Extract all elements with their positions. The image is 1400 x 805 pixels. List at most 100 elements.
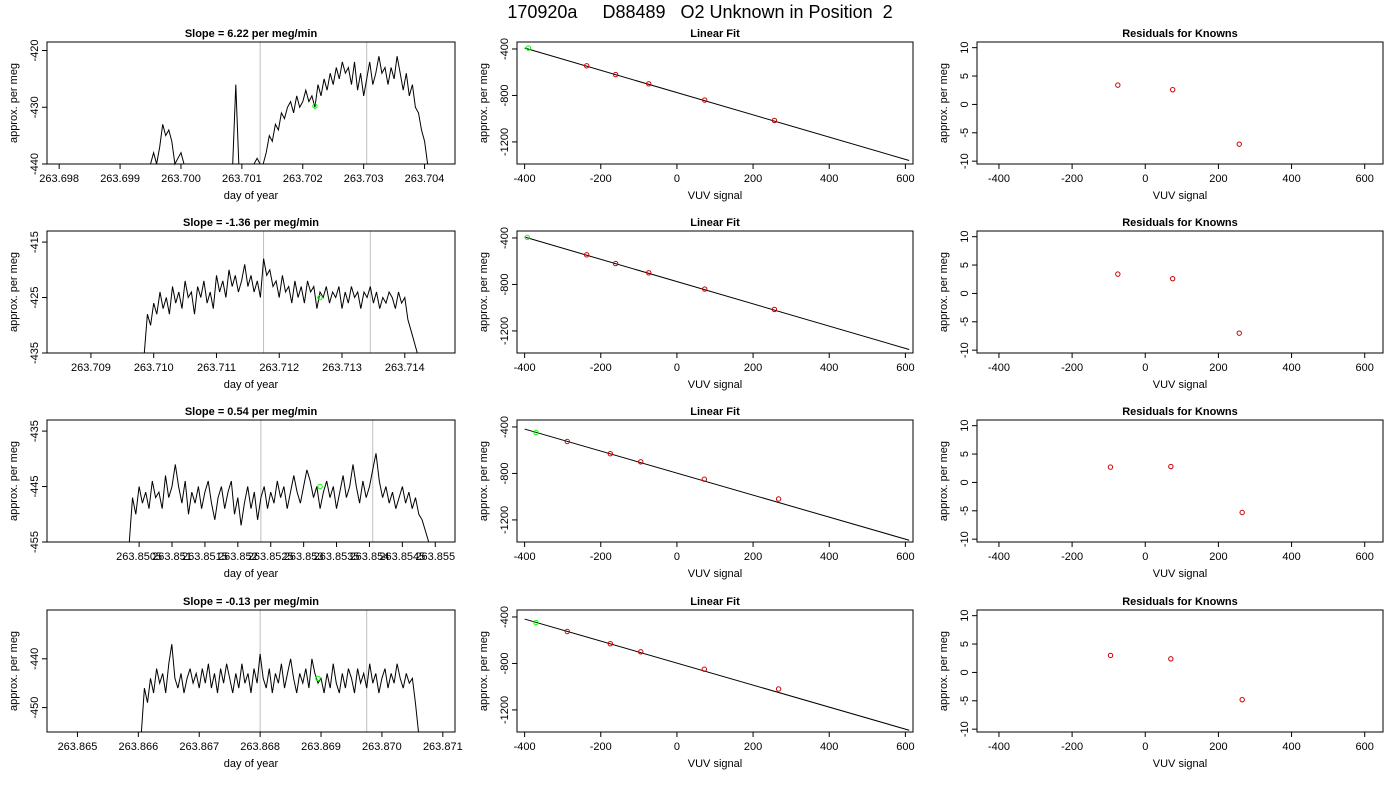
y-tick-label: 0	[959, 669, 971, 675]
x-tick-label: 200	[1209, 741, 1227, 753]
y-tick-label: -440	[29, 648, 41, 670]
y-axis-label: approx. per meg	[478, 252, 490, 332]
x-tick-label: -200	[1061, 741, 1083, 753]
chart-panel-10: Slope = -0.13 per meg/min 263.865 263.866 2…	[8, 596, 463, 770]
residual-point	[1168, 656, 1174, 662]
x-tick-label: 400	[820, 362, 838, 374]
known-point	[564, 628, 570, 635]
x-tick-label: 400	[820, 173, 838, 185]
plot-frame	[46, 41, 456, 165]
x-tick-label: 263.700	[161, 173, 201, 185]
x-tick-label: 0	[1142, 551, 1148, 563]
chart-title: Slope = 6.22 per meg/min	[185, 28, 318, 40]
x-tick-label: 600	[896, 173, 914, 185]
x-tick-label: 263.702	[283, 173, 323, 185]
x-tick-label: 263.701	[222, 173, 262, 185]
fit-line	[524, 236, 910, 350]
x-axis-label: VUV signal	[1153, 379, 1207, 391]
data-series-line	[232, 84, 242, 165]
x-tick-label: 200	[1209, 551, 1227, 563]
x-tick-label: 263.865	[58, 741, 98, 753]
y-tick-label: -400	[499, 227, 511, 249]
x-tick-label: 263.866	[118, 741, 158, 753]
y-tick-label: -10	[959, 721, 971, 737]
y-tick-label: -5	[959, 696, 971, 706]
y-tick-label: -800	[499, 652, 511, 674]
chart-title: Linear Fit	[690, 406, 740, 418]
y-axis-label: approx. per meg	[478, 63, 490, 143]
y-tick-label: 5	[959, 641, 971, 647]
y-tick-label: -5	[959, 317, 971, 327]
y-tick-label: -435	[29, 420, 41, 442]
plot-frame	[976, 609, 1384, 733]
chart-title: Linear Fit	[690, 28, 740, 40]
y-tick-label: 10	[959, 42, 971, 54]
y-tick-label: -425	[29, 287, 41, 309]
plot-frame	[46, 609, 456, 733]
x-tick-label: -400	[988, 551, 1010, 563]
x-tick-label: 400	[1282, 362, 1300, 374]
unknown-point	[524, 234, 530, 241]
x-tick-label: -400	[988, 173, 1010, 185]
residual-point	[1169, 86, 1176, 93]
data-series-line	[140, 644, 419, 733]
x-tick-label: 263.698	[39, 173, 79, 185]
x-tick-label: 263.709	[71, 362, 111, 374]
y-tick-label: -1200	[499, 696, 511, 724]
x-tick-label: -200	[1061, 362, 1083, 374]
y-axis-label: approx. per meg	[478, 441, 490, 521]
x-tick-label: 0	[674, 551, 680, 563]
chart-title: Slope = -1.36 per meg/min	[183, 217, 319, 229]
y-tick-label: -800	[499, 84, 511, 106]
y-tick-label: 0	[959, 479, 971, 485]
plot-frame	[976, 41, 1384, 165]
x-tick-label: 263.8525	[248, 551, 294, 563]
x-tick-label: 0	[674, 173, 680, 185]
known-point	[638, 459, 644, 465]
y-tick-label: -445	[29, 476, 41, 498]
y-axis-label: approx. per meg	[938, 63, 950, 143]
x-tick-label: 263.699	[100, 173, 140, 185]
y-axis-label: approx. per meg	[8, 252, 20, 332]
x-tick-label: -400	[514, 362, 536, 374]
residual-point	[1107, 464, 1114, 470]
residual-point	[1107, 652, 1114, 659]
x-tick-label: 400	[1282, 741, 1300, 753]
x-tick-label: 600	[1356, 741, 1374, 753]
known-point	[702, 286, 708, 292]
chart-panel-4: Slope = -1.36 per meg/min 263.709 263.710 2…	[8, 217, 456, 391]
known-point	[771, 306, 778, 313]
residual-point	[1115, 271, 1121, 277]
y-tick-label: 10	[959, 420, 971, 432]
x-tick-label: -200	[590, 173, 612, 185]
x-tick-label: 600	[1356, 362, 1374, 374]
x-tick-label: 400	[1282, 173, 1300, 185]
chart-title: Linear Fit	[690, 596, 740, 608]
y-tick-label: 0	[959, 101, 971, 107]
chart-panel-3: Residuals for Knowns -400 -200 0 200 400 600 10…	[938, 28, 1384, 202]
chart-title: Residuals for Knowns	[1122, 406, 1238, 418]
y-tick-label: 10	[959, 231, 971, 243]
data-series-line	[128, 453, 430, 543]
plot-frame	[516, 41, 914, 165]
x-axis-label: day of year	[224, 190, 279, 202]
x-tick-label: -200	[1061, 551, 1083, 563]
chart-panel-11: Linear Fit -400 -200 0 200 400 600 -400 -800 -120…	[478, 596, 915, 770]
chart-panel-1: Slope = 6.22 per meg/min 263.698 263.699 26…	[8, 28, 456, 202]
known-point	[638, 649, 644, 655]
x-tick-label: -200	[590, 362, 612, 374]
x-tick-label: 600	[1356, 173, 1374, 185]
known-point	[771, 117, 778, 124]
residual-point	[1236, 141, 1242, 147]
chart-title: Slope = -0.13 per meg/min	[183, 596, 319, 608]
y-tick-label: -10	[959, 153, 971, 169]
plot-frame	[516, 230, 914, 354]
x-axis-label: day of year	[224, 568, 279, 580]
y-tick-label: 5	[959, 451, 971, 457]
x-tick-label: -200	[590, 741, 612, 753]
chart-title: Slope = 0.54 per meg/min	[185, 406, 318, 418]
data-series-line	[150, 124, 188, 166]
plot-frame	[46, 230, 456, 354]
